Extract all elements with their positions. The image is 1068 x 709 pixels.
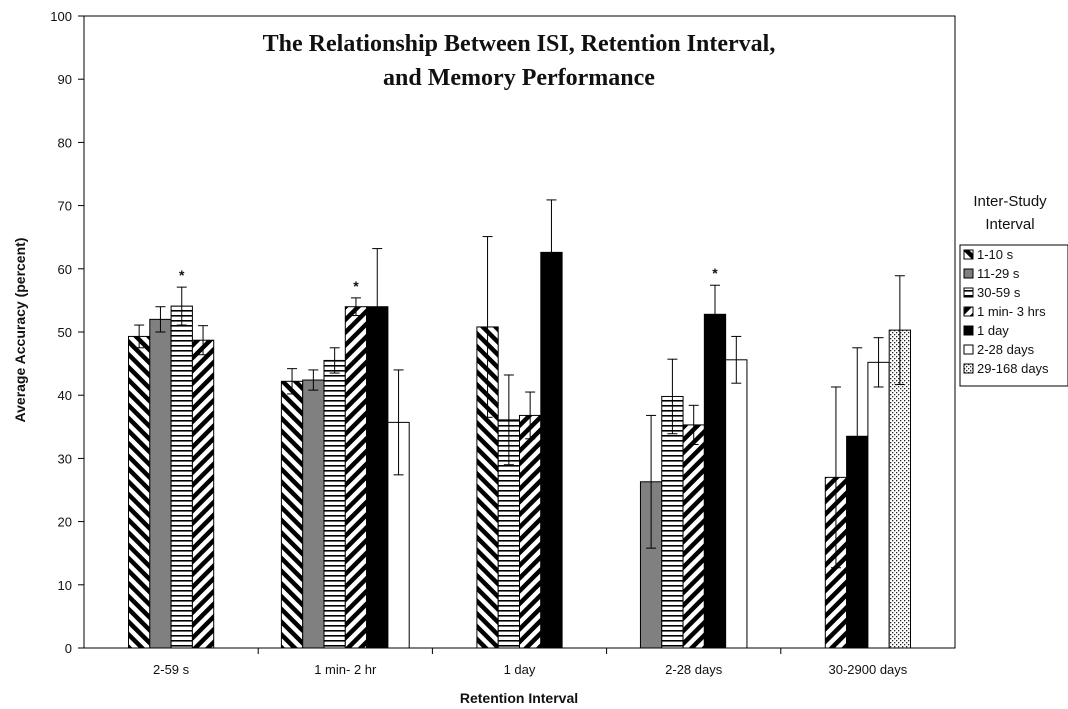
legend-swatch <box>963 344 974 355</box>
bar <box>149 318 172 649</box>
x-tick-label: 2-28 days <box>665 662 723 677</box>
legend-box <box>959 244 1068 387</box>
legend-label: 1 day <box>977 323 1009 338</box>
legend-label: 11-29 s <box>977 266 1020 281</box>
y-tick-label: 10 <box>58 578 72 593</box>
x-axis-ticks: 2-59 s 1 min- 2 hr 1 day 2-28 days 30-2900 d… <box>153 648 908 677</box>
legend-title-line-2: Interval <box>985 216 1034 233</box>
bar <box>280 380 304 649</box>
legend-swatch <box>963 325 974 336</box>
bar <box>703 313 727 649</box>
legend-title-line-1: Inter-Study <box>973 193 1047 210</box>
y-axis-label: Average Accuracy (percent) <box>12 238 28 423</box>
x-axis-label: Retention Interval <box>460 690 578 706</box>
bar <box>170 305 193 649</box>
y-tick-label: 100 <box>50 9 72 24</box>
bar <box>540 251 563 649</box>
legend-swatch <box>963 287 974 298</box>
legend-label: 30-59 s <box>977 285 1021 300</box>
bar <box>725 359 748 649</box>
x-tick-label: 1 min- 2 hr <box>314 662 377 677</box>
y-tick-label: 30 <box>58 451 72 466</box>
y-tick-label: 70 <box>58 199 72 214</box>
y-tick-label: 40 <box>58 388 72 403</box>
chart-title-line-2: and Memory Performance <box>383 65 655 91</box>
legend-swatch <box>963 249 974 260</box>
bar <box>191 339 215 649</box>
x-tick-label: 1 day <box>504 662 536 677</box>
bar <box>682 424 705 649</box>
y-tick-label: 50 <box>58 325 72 340</box>
y-tick-label: 90 <box>58 72 72 87</box>
legend-swatch <box>963 363 974 374</box>
y-tick-label: 80 <box>58 135 72 150</box>
x-tick-label: 30-2900 days <box>829 662 908 677</box>
bar <box>128 335 151 649</box>
legend-label: 1-10 s <box>977 247 1014 262</box>
bar <box>344 306 368 649</box>
chart-title-line-1: The Relationship Between ISI, Retention … <box>263 31 776 57</box>
legend-swatch <box>963 306 974 317</box>
significance-marker: * <box>179 267 185 283</box>
legend: 1-10 s 11-29 s 30-59 s 1 min- 3 hrs 1 day 2-2… <box>959 244 1068 387</box>
legend-label: 1 min- 3 hrs <box>977 304 1046 319</box>
bar <box>867 361 890 649</box>
bar <box>519 414 542 649</box>
y-tick-label: 60 <box>58 262 72 277</box>
bar <box>323 359 346 649</box>
y-tick-label: 20 <box>58 515 72 530</box>
significance-marker: * <box>353 278 359 294</box>
significance-marker: * <box>712 265 718 281</box>
legend-label: 29-168 days <box>977 361 1049 376</box>
bars: * * * <box>128 199 912 649</box>
legend-swatch <box>963 268 974 279</box>
bar <box>302 379 325 649</box>
y-axis-ticks: 0 10 20 30 40 50 60 70 80 90 100 <box>50 9 84 656</box>
y-tick-label: 0 <box>65 641 72 656</box>
x-tick-label: 2-59 s <box>153 662 190 677</box>
legend-label: 2-28 days <box>977 342 1035 357</box>
